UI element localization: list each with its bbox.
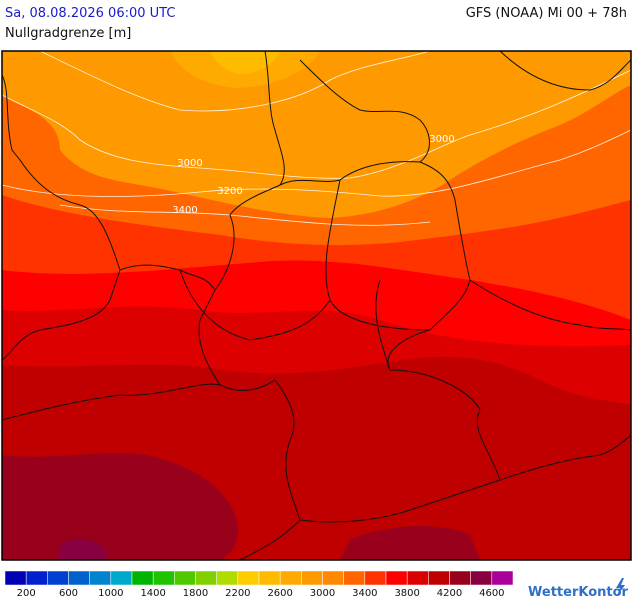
- legend-tick-label: 2600: [267, 588, 292, 599]
- field-band: [2, 452, 239, 560]
- logo-icon: [616, 578, 625, 596]
- legend-tick-label: 4600: [479, 588, 504, 599]
- legend-swatch: [449, 570, 471, 586]
- contour-label: 3000: [429, 134, 454, 145]
- legend-swatch: [89, 570, 112, 586]
- logo: WetterKontor: [528, 585, 629, 600]
- borders: [2, 51, 631, 560]
- legend-tick-label: 1000: [98, 588, 123, 599]
- legend-swatch: [47, 570, 69, 586]
- legend-tick-label: 600: [59, 588, 78, 599]
- legend-swatch: [110, 570, 133, 586]
- legend-swatch: [216, 570, 239, 586]
- map-frame: [1, 50, 632, 561]
- legend-swatch: [195, 570, 217, 586]
- legend-tick-label: 2200: [225, 588, 250, 599]
- field-band: [210, 51, 280, 75]
- field-band: [340, 525, 480, 560]
- legend-tick-label: 3800: [394, 588, 419, 599]
- legend-tick-label: 1400: [140, 588, 165, 599]
- legend-swatch: [470, 570, 493, 586]
- legend-tick-label: 4200: [437, 588, 462, 599]
- legend-swatch: [279, 570, 302, 586]
- freezing-level-field: 3000 3000 3200 3400: [2, 51, 631, 560]
- parameter-title: Nullgradgrenze [m]: [5, 26, 132, 41]
- legend-tick-label: 1800: [183, 588, 208, 599]
- legend-swatch: [364, 570, 387, 586]
- legend-swatch: [322, 570, 344, 586]
- contour-label: 3400: [172, 205, 197, 216]
- legend-swatch: [237, 570, 260, 586]
- legend-swatch: [343, 570, 366, 586]
- legend-swatch: [4, 570, 27, 586]
- legend-swatch: [174, 570, 196, 586]
- legend-swatch: [25, 570, 48, 586]
- legend-tick-label: 3400: [352, 588, 377, 599]
- contour-label-group: 3000 3000 3200 3400: [172, 134, 454, 216]
- legend-tick-label: 3000: [310, 588, 335, 599]
- contour-label: 3200: [217, 186, 242, 197]
- contour-label: 3000: [177, 158, 202, 169]
- field-band: [58, 538, 108, 560]
- forecast-datetime: Sa, 08.08.2026 06:00 UTC: [5, 6, 176, 21]
- legend-swatch: [491, 570, 514, 586]
- legend-swatch: [406, 570, 429, 586]
- legend-swatch: [131, 570, 154, 586]
- legend-swatch: [152, 570, 175, 586]
- legend-swatch: [258, 570, 281, 586]
- color-legend: 200 600 1000 1400 1800 2200 2600 3000 3400 3800 42…: [4, 570, 514, 599]
- legend-swatch: [385, 570, 408, 586]
- legend-tick-label: 200: [17, 588, 36, 599]
- legend-swatch: [68, 570, 90, 586]
- model-run: GFS (NOAA) Mi 00 + 78h: [465, 6, 627, 21]
- legend-swatch: [428, 570, 450, 586]
- legend-swatch: [301, 570, 323, 586]
